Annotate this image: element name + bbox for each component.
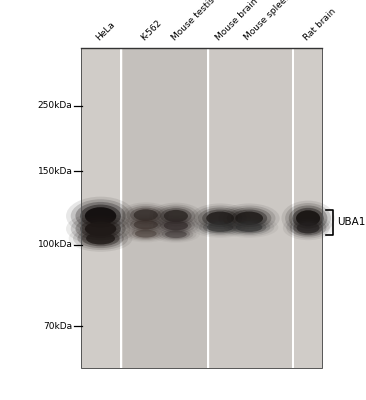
Text: UBA1: UBA1: [337, 217, 366, 227]
Text: Mouse testis: Mouse testis: [169, 0, 216, 42]
Ellipse shape: [134, 220, 158, 230]
Ellipse shape: [119, 202, 172, 228]
Ellipse shape: [292, 208, 324, 229]
Ellipse shape: [296, 222, 320, 234]
Bar: [81, 48, 322, 368]
Ellipse shape: [80, 204, 121, 228]
Ellipse shape: [227, 208, 271, 229]
Ellipse shape: [125, 226, 167, 241]
Ellipse shape: [132, 228, 160, 239]
Ellipse shape: [66, 197, 135, 235]
Ellipse shape: [75, 202, 126, 230]
Ellipse shape: [71, 199, 130, 233]
Ellipse shape: [235, 212, 263, 225]
Ellipse shape: [85, 207, 116, 225]
Ellipse shape: [149, 203, 202, 229]
Ellipse shape: [164, 221, 188, 230]
Ellipse shape: [285, 203, 331, 234]
Ellipse shape: [228, 220, 270, 235]
Text: 70kDa: 70kDa: [43, 322, 72, 331]
Ellipse shape: [224, 218, 274, 236]
Ellipse shape: [152, 226, 200, 243]
Ellipse shape: [202, 210, 238, 227]
Ellipse shape: [199, 220, 242, 235]
Ellipse shape: [293, 220, 323, 235]
Ellipse shape: [153, 216, 199, 235]
Ellipse shape: [232, 221, 266, 234]
Ellipse shape: [231, 210, 267, 227]
Ellipse shape: [220, 217, 279, 238]
Ellipse shape: [82, 230, 119, 246]
Ellipse shape: [289, 206, 328, 231]
Ellipse shape: [126, 206, 165, 224]
Ellipse shape: [162, 229, 190, 239]
Ellipse shape: [207, 222, 234, 232]
Text: 100kDa: 100kDa: [38, 240, 72, 249]
Text: HeLa: HeLa: [94, 20, 117, 42]
Ellipse shape: [130, 208, 161, 222]
Ellipse shape: [286, 217, 330, 238]
Ellipse shape: [157, 218, 195, 233]
Ellipse shape: [85, 222, 116, 236]
Ellipse shape: [123, 204, 169, 226]
Ellipse shape: [128, 227, 163, 240]
Ellipse shape: [119, 214, 172, 235]
Ellipse shape: [134, 209, 158, 221]
Bar: [294, 48, 322, 368]
Ellipse shape: [153, 204, 199, 228]
Bar: [207, 48, 209, 368]
Ellipse shape: [164, 210, 188, 222]
Ellipse shape: [122, 225, 170, 242]
Ellipse shape: [80, 220, 121, 238]
Ellipse shape: [73, 227, 128, 250]
Bar: [123, 48, 207, 368]
Ellipse shape: [123, 216, 169, 234]
Ellipse shape: [158, 228, 193, 240]
Text: 250kDa: 250kDa: [38, 101, 72, 110]
Text: Mouse spleen: Mouse spleen: [243, 0, 293, 42]
Ellipse shape: [191, 217, 249, 238]
Ellipse shape: [66, 213, 135, 245]
Ellipse shape: [86, 232, 115, 244]
Bar: [120, 48, 122, 368]
Ellipse shape: [157, 206, 195, 226]
Bar: [210, 48, 292, 368]
Ellipse shape: [195, 218, 245, 236]
Ellipse shape: [296, 210, 320, 226]
Ellipse shape: [149, 215, 202, 236]
Text: K-562: K-562: [139, 18, 164, 42]
Ellipse shape: [77, 229, 124, 248]
Ellipse shape: [206, 212, 234, 225]
Ellipse shape: [71, 215, 130, 242]
Bar: [292, 48, 294, 368]
Ellipse shape: [223, 206, 276, 231]
Text: Mouse brain: Mouse brain: [214, 0, 259, 42]
Ellipse shape: [190, 204, 251, 233]
Ellipse shape: [219, 204, 280, 233]
Ellipse shape: [75, 217, 126, 240]
Text: Rat brain: Rat brain: [302, 6, 337, 42]
Ellipse shape: [135, 230, 157, 238]
Bar: [81, 48, 120, 368]
Ellipse shape: [290, 219, 326, 237]
Ellipse shape: [281, 201, 335, 236]
Ellipse shape: [69, 225, 132, 252]
Text: 150kDa: 150kDa: [38, 167, 72, 176]
Ellipse shape: [160, 208, 192, 224]
Ellipse shape: [160, 219, 192, 232]
Ellipse shape: [130, 218, 161, 231]
Ellipse shape: [155, 227, 197, 242]
Bar: [81, 48, 322, 368]
Ellipse shape: [236, 222, 262, 232]
Ellipse shape: [203, 221, 238, 234]
Ellipse shape: [198, 208, 242, 229]
Ellipse shape: [194, 206, 247, 231]
Ellipse shape: [283, 216, 333, 240]
Ellipse shape: [165, 230, 187, 238]
Ellipse shape: [126, 217, 165, 232]
